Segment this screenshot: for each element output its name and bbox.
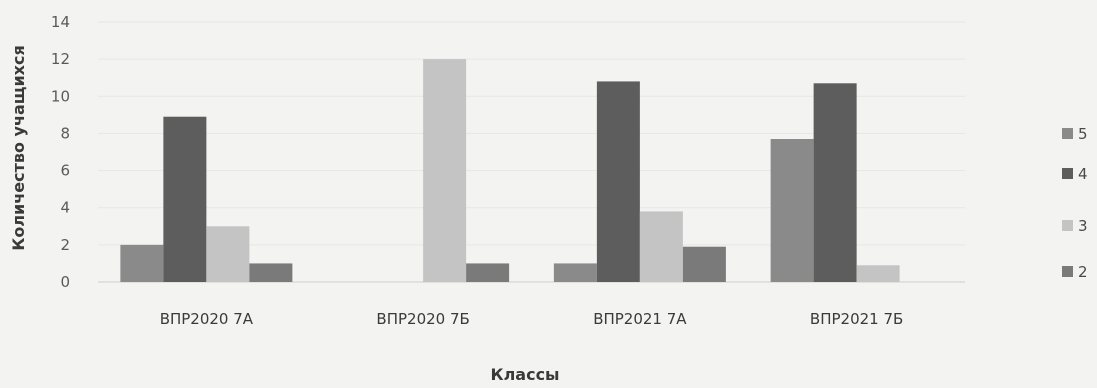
- bar: [423, 59, 467, 283]
- bar: [249, 263, 293, 282]
- y-axis-title: Количество учащихся: [9, 45, 28, 250]
- bar: [553, 263, 597, 282]
- bar: [120, 244, 164, 282]
- bar: [163, 116, 207, 282]
- y-tick-label: 2: [60, 236, 70, 254]
- legend-label: 2: [1078, 263, 1088, 281]
- legend: 5 4 3 2: [1062, 125, 1088, 281]
- y-axis-ticks: 0 2 4 6 8 10 12 14: [51, 13, 70, 291]
- legend-label: 3: [1078, 217, 1088, 235]
- legend-swatch: [1062, 128, 1073, 139]
- x-category-label: ВПР2020 7А: [160, 310, 254, 328]
- bar: [466, 263, 510, 282]
- legend-label: 4: [1078, 165, 1088, 183]
- y-tick-label: 12: [51, 50, 70, 68]
- legend-swatch: [1062, 168, 1073, 179]
- x-category-label: ВПР2021 7Б: [810, 310, 903, 328]
- y-tick-label: 6: [60, 162, 70, 180]
- y-tick-label: 0: [60, 273, 70, 291]
- bar: [813, 83, 857, 283]
- bar: [856, 265, 900, 282]
- y-tick-label: 4: [60, 199, 70, 217]
- y-tick-label: 14: [51, 13, 70, 31]
- bar: [770, 139, 814, 282]
- legend-label: 5: [1078, 125, 1088, 143]
- legend-swatch: [1062, 266, 1073, 277]
- y-tick-label: 8: [60, 124, 70, 142]
- y-tick-label: 10: [51, 87, 70, 105]
- bar: [682, 246, 726, 282]
- x-axis-title: Классы: [490, 365, 559, 384]
- bar: [206, 226, 250, 282]
- x-category-label: ВПР2021 7А: [593, 310, 687, 328]
- x-axis-categories: ВПР2020 7А ВПР2020 7Б ВПР2021 7А ВПР2021 7Б: [160, 310, 904, 328]
- x-category-label: ВПР2020 7Б: [376, 310, 469, 328]
- bars: [120, 59, 900, 283]
- bar: [596, 81, 640, 282]
- bar: [639, 211, 683, 282]
- legend-swatch: [1062, 220, 1073, 231]
